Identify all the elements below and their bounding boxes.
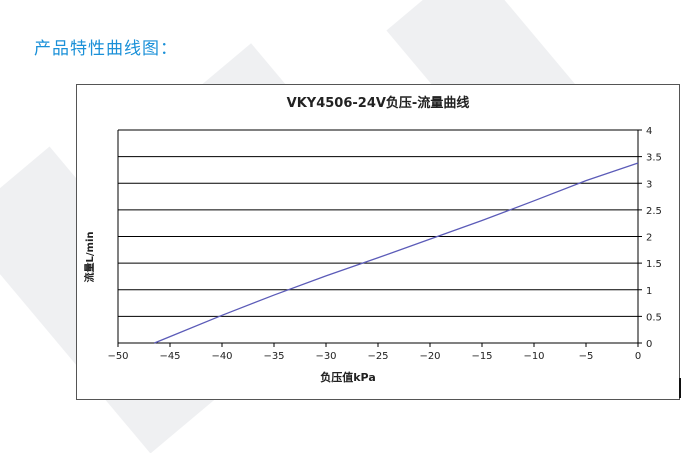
y-tick-label: 4: [646, 126, 652, 137]
x-tick-labels: −50 −45 −40 −35 −30 −25 −20 −15 −10 −5 0: [107, 351, 641, 362]
x-tick-label: −10: [523, 351, 544, 362]
y-tick-label: 1.5: [646, 259, 662, 270]
x-tick-label: 0: [635, 351, 641, 362]
y-tick-label: 1: [646, 286, 652, 297]
grid-lines: [117, 129, 642, 347]
y-tick-labels: 0 0.5 1 1.5 2 2.5 3 3.5 4: [646, 126, 662, 350]
y-tick-label: 0.5: [646, 312, 662, 323]
x-tick-label: −45: [159, 351, 180, 362]
x-tick-label: −30: [315, 351, 336, 362]
edge-marker: [679, 378, 681, 398]
x-tick-label: −15: [471, 351, 492, 362]
page-heading: 产品特性曲线图：: [34, 39, 178, 59]
chart-title: VKY4506-24V负压-流量曲线: [287, 95, 470, 111]
y-tick-label: 3.5: [646, 153, 662, 164]
chart-frame: VKY4506-24V负压-流量曲线 0 0.5 1 1.5 2 2.5 3 3.5 4 −50…: [76, 84, 680, 400]
flow-curve: [154, 162, 639, 344]
y-tick-label: 2: [646, 233, 652, 244]
y-tick-label: 0: [646, 339, 652, 350]
y-tick-label: 2.5: [646, 206, 662, 217]
x-tick-label: −35: [263, 351, 284, 362]
x-tick-label: −40: [211, 351, 232, 362]
x-tick-label: −25: [367, 351, 388, 362]
y-tick-label: 3: [646, 179, 652, 190]
y-axis-label: 流量L/min: [83, 232, 96, 283]
x-axis-label: 负压值kPa: [320, 370, 376, 384]
x-tick-label: −50: [107, 351, 128, 362]
x-tick-label: −20: [419, 351, 440, 362]
x-tick-label: −5: [579, 351, 594, 362]
chart: VKY4506-24V负压-流量曲线 00.511.522.533.54 −50…: [83, 95, 662, 384]
